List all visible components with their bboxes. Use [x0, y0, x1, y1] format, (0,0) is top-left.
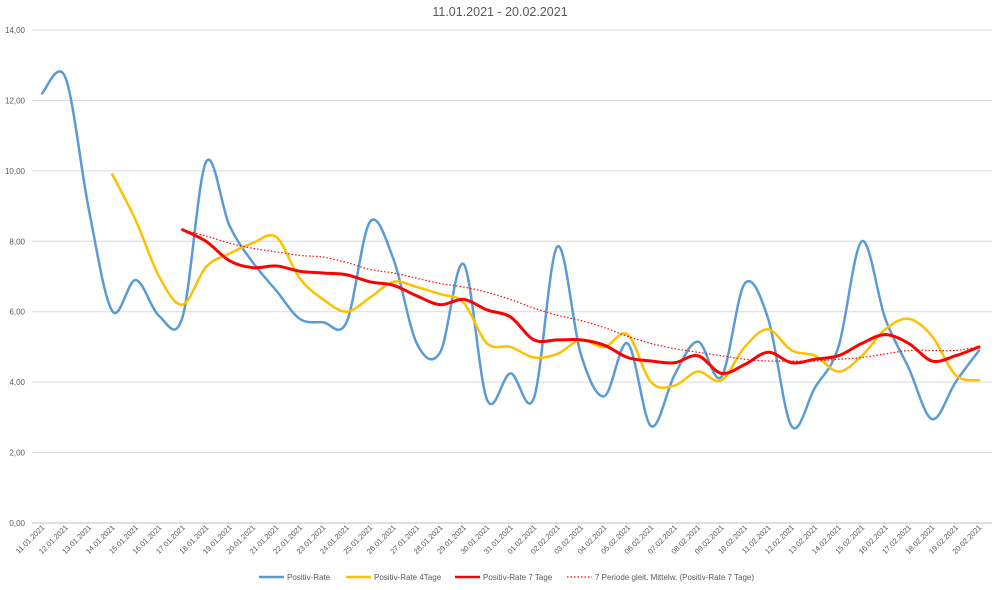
series-line-3	[182, 229, 980, 362]
y-tick-label: 10,00	[5, 167, 26, 176]
y-axis-ticks: 0,00 2,00 4,00 6,00 8,00 10,00 12,00 14,00	[5, 26, 26, 528]
y-tick-label: 14,00	[5, 26, 26, 35]
legend-label-2: Positiv-Rate 7 Tage	[483, 573, 553, 582]
gridlines	[32, 29, 992, 524]
chart-title: 11.01.2021 - 20.02.2021	[432, 5, 567, 19]
y-tick-label: 6,00	[9, 308, 25, 317]
y-tick-label: 2,00	[9, 449, 25, 458]
series-line-0	[40, 70, 981, 430]
legend: Positiv-Rate Positiv-Rate 4Tage Positiv-Ra…	[259, 573, 754, 582]
legend-label-3: 7 Periode gleit. Mittelw. (Positiv-Rate …	[595, 573, 754, 582]
legend-label-0: Positiv-Rate	[287, 573, 331, 582]
y-tick-label: 0,00	[9, 519, 25, 528]
y-tick-label: 4,00	[9, 378, 25, 387]
y-tick-label: 12,00	[5, 96, 26, 105]
legend-label-1: Positiv-Rate 4Tage	[374, 573, 442, 582]
series-line-1	[111, 173, 981, 390]
series-line-2	[181, 228, 981, 376]
x-axis-ticks: 11.01.202112.01.202113.01.202114.01.2021…	[14, 523, 984, 556]
series-lines	[40, 70, 981, 430]
y-tick-label: 8,00	[9, 237, 25, 246]
